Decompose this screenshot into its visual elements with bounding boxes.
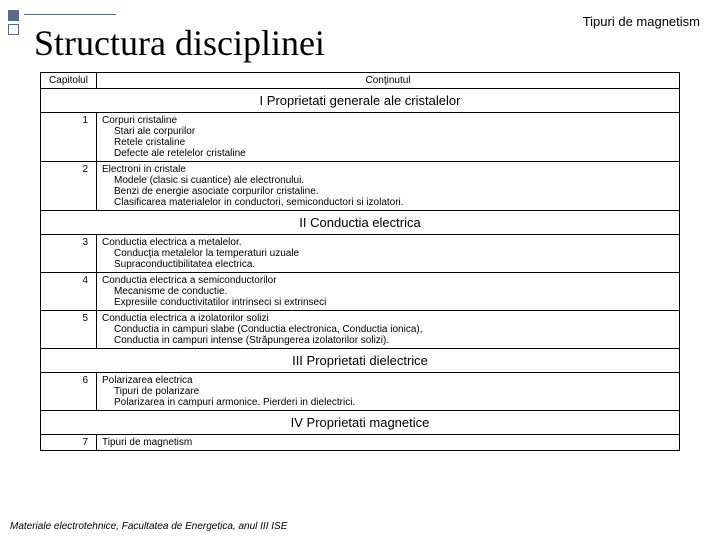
chapter-number: 1	[41, 113, 97, 162]
content-title: Conductia electrica a metalelor.	[102, 237, 242, 248]
syllabus-table: Capitolul Conţinutul I Proprietati gener…	[40, 72, 680, 451]
content-line: Conducţia metalelor la temperaturi uzual…	[102, 248, 674, 259]
decorative-line	[24, 14, 116, 15]
content-title: Polarizarea electrica	[102, 375, 193, 386]
table-row: 4 Conductia electrica a semiconductorilo…	[41, 273, 680, 311]
section-label: II Conductia electrica	[41, 211, 680, 235]
table-row: 5 Conductia electrica a izolatorilor sol…	[41, 311, 680, 349]
chapter-content: Conductia electrica a izolatorilor soliz…	[97, 311, 680, 349]
content-line: Mecanisme de conductie.	[102, 286, 674, 297]
table-row: 3 Conductia electrica a metalelor. Condu…	[41, 235, 680, 273]
content-line: Benzi de energie asociate corpurilor cri…	[102, 186, 674, 197]
content-line: Stari ale corpurilor	[102, 126, 674, 137]
section-heading: III Proprietati dielectrice	[41, 349, 680, 373]
table-row: 2 Electroni in cristale Modele (clasic s…	[41, 162, 680, 211]
col-content: Conţinutul	[97, 73, 680, 89]
section-label: III Proprietati dielectrice	[41, 349, 680, 373]
page-title: Structura disciplinei	[34, 22, 325, 64]
chapter-number: 4	[41, 273, 97, 311]
table-row: 1 Corpuri cristaline Stari ale corpurilo…	[41, 113, 680, 162]
content-line: Polarizarea in campuri armonice. Pierder…	[102, 397, 674, 408]
content-line: Conductia in campuri slabe (Conductia el…	[102, 324, 674, 335]
table-row: 6 Polarizarea electrica Tipuri de polari…	[41, 373, 680, 411]
content-title: Conductia electrica a izolatorilor soliz…	[102, 313, 269, 324]
content-line: Retele cristaline	[102, 137, 674, 148]
section-label: IV Proprietati magnetice	[41, 411, 680, 435]
content-title: Tipuri de magnetism	[102, 437, 192, 448]
section-heading: II Conductia electrica	[41, 211, 680, 235]
header-topic: Tipuri de magnetism	[583, 14, 700, 29]
content-line: Tipuri de polarizare	[102, 386, 674, 397]
content-title: Corpuri cristaline	[102, 115, 177, 126]
content-line: Defecte ale retelelor cristaline	[102, 148, 674, 159]
content-line: Expresiile conductivitatilor intrinseci …	[102, 297, 674, 308]
chapter-number: 5	[41, 311, 97, 349]
content-line: Supraconductibilitatea electrica.	[102, 259, 674, 270]
chapter-content: Tipuri de magnetism	[97, 435, 680, 451]
section-heading: I Proprietati generale ale cristalelor	[41, 89, 680, 113]
content-line: Clasificarea materialelor in conductori,…	[102, 197, 674, 208]
chapter-number: 6	[41, 373, 97, 411]
bullet-icon	[8, 10, 19, 21]
decorative-bullets	[8, 10, 19, 38]
chapter-number: 3	[41, 235, 97, 273]
col-chapter: Capitolul	[41, 73, 97, 89]
table-header-row: Capitolul Conţinutul	[41, 73, 680, 89]
bullet-icon	[8, 24, 19, 35]
chapter-number: 2	[41, 162, 97, 211]
section-label: I Proprietati generale ale cristalelor	[41, 89, 680, 113]
section-heading: IV Proprietati magnetice	[41, 411, 680, 435]
content-title: Conductia electrica a semiconductorilor	[102, 275, 277, 286]
footer-text: Materiale electrotehnice, Facultatea de …	[10, 521, 287, 532]
chapter-content: Conductia electrica a semiconductorilor …	[97, 273, 680, 311]
chapter-content: Conductia electrica a metalelor. Conducţ…	[97, 235, 680, 273]
chapter-content: Electroni in cristale Modele (clasic si …	[97, 162, 680, 211]
content-title: Electroni in cristale	[102, 164, 186, 175]
content-line: Conductia in campuri intense (Străpunger…	[102, 335, 674, 346]
chapter-content: Corpuri cristaline Stari ale corpurilor …	[97, 113, 680, 162]
content-line: Modele (clasic si cuantice) ale electron…	[102, 175, 674, 186]
chapter-content: Polarizarea electrica Tipuri de polariza…	[97, 373, 680, 411]
table-row: 7 Tipuri de magnetism	[41, 435, 680, 451]
chapter-number: 7	[41, 435, 97, 451]
